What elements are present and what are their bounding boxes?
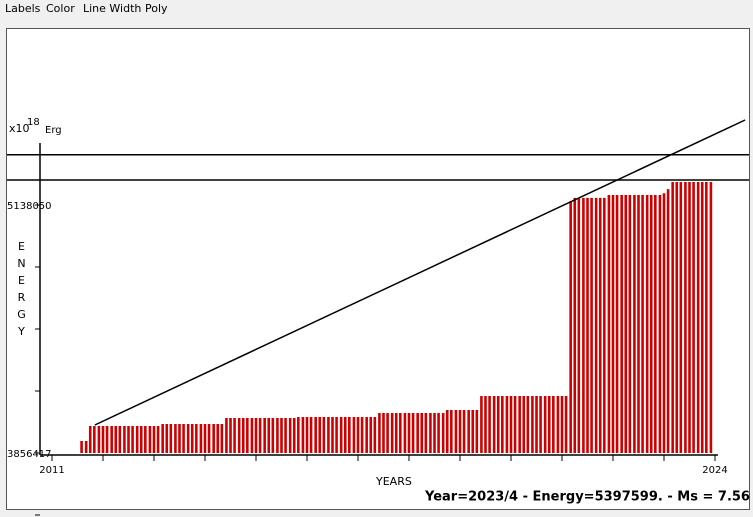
plot xyxy=(7,119,749,453)
menu-item[interactable]: Labels xyxy=(5,2,41,15)
menu-item[interactable]: Poly xyxy=(145,2,168,15)
y-axis-label: ENERGY xyxy=(15,240,28,342)
x-tick-label: 2024 xyxy=(702,465,727,476)
status-text: Year=2023/4 - Energy=5397599. - Ms = 7.5… xyxy=(424,490,753,505)
y-tick-label: 5138050 xyxy=(7,201,52,212)
y-unit-exponent: 18 xyxy=(27,117,40,128)
trend-line xyxy=(94,119,746,426)
y-tick-label: 3856417 xyxy=(7,449,52,460)
menu-item[interactable]: Color xyxy=(46,2,75,15)
x-tick-label: 2011 xyxy=(39,465,64,476)
menu-bar: Labels Color Line Width Poly xyxy=(0,0,753,18)
y-unit-prefix: x10 xyxy=(9,122,30,135)
menu-item[interactable]: Line Width xyxy=(83,2,142,15)
y-unit: Erg xyxy=(45,125,62,136)
x-axis-label: YEARS xyxy=(375,475,412,488)
